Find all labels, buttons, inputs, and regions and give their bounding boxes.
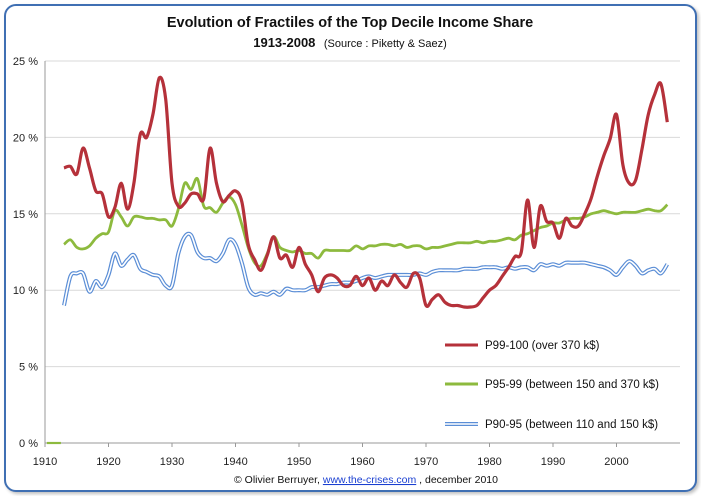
x-tick-label: 1960: [350, 456, 374, 468]
x-tick-label: 2000: [604, 456, 628, 468]
x-tick-label: 1930: [160, 456, 184, 468]
y-tick-label: 0 %: [19, 438, 38, 450]
y-tick-label: 20 %: [13, 132, 38, 144]
footer-link[interactable]: www.the-crises.com: [322, 474, 417, 486]
chart-frame: [4, 4, 697, 492]
series-p95-99-line: [63, 176, 669, 268]
legend-label: P90-95 (between 110 and 150 k$): [485, 419, 658, 431]
x-tick-label: 1950: [287, 456, 311, 468]
x-tick-label: 1980: [477, 456, 501, 468]
footer-suffix: , december 2010: [419, 474, 498, 486]
x-tick-label: 1970: [414, 456, 438, 468]
legend-label: P95-99 (between 150 and 370 k$): [485, 379, 659, 391]
chart-subtitle: 1913-2008 (Source : Piketty & Saez): [253, 34, 447, 51]
chart-subtitle-source: (Source : Piketty & Saez): [324, 38, 447, 50]
axes: [44, 61, 680, 447]
y-tick-label: 5 %: [19, 362, 38, 374]
series-lines: [46, 75, 670, 445]
legend-item: P95-99 (between 150 and 370 k$): [445, 379, 659, 391]
y-tick-label: 15 %: [13, 209, 38, 221]
x-tick-label: 1920: [96, 456, 120, 468]
footer-prefix: © Olivier Berruyer,: [234, 474, 323, 486]
legend-item: P99-100 (over 370 k$): [445, 340, 600, 352]
series-p90-95-line-outer: [62, 231, 670, 306]
x-tick-labels: 1910 1920 1930 1940 1950 1960 1970 1980 1990 2000: [33, 456, 629, 468]
y-tick-label: 10 %: [13, 285, 38, 297]
y-tick-labels: 0 % 5 % 10 % 15 % 20 % 25 %: [13, 56, 38, 450]
x-tick-label: 1940: [223, 456, 247, 468]
grid-lines: [45, 60, 680, 368]
legend-item: P90-95 (between 110 and 150 k$): [445, 419, 658, 431]
chart-subtitle-years: 1913-2008: [253, 35, 315, 50]
x-tick-label: 1990: [541, 456, 565, 468]
series-p99-100-line: [63, 75, 669, 309]
x-tick-label: 1910: [33, 456, 57, 468]
legend-label: P99-100 (over 370 k$): [485, 340, 600, 352]
y-tick-label: 25 %: [13, 56, 38, 68]
footer-credit: © Olivier Berruyer, www.the-crises.com ,…: [234, 474, 498, 486]
legend: P99-100 (over 370 k$) P95-99 (between 150…: [445, 340, 659, 431]
chart-title: Evolution of Fractiles of the Top Decile…: [167, 15, 533, 31]
series-p90-95-line-inner: [63, 232, 668, 306]
